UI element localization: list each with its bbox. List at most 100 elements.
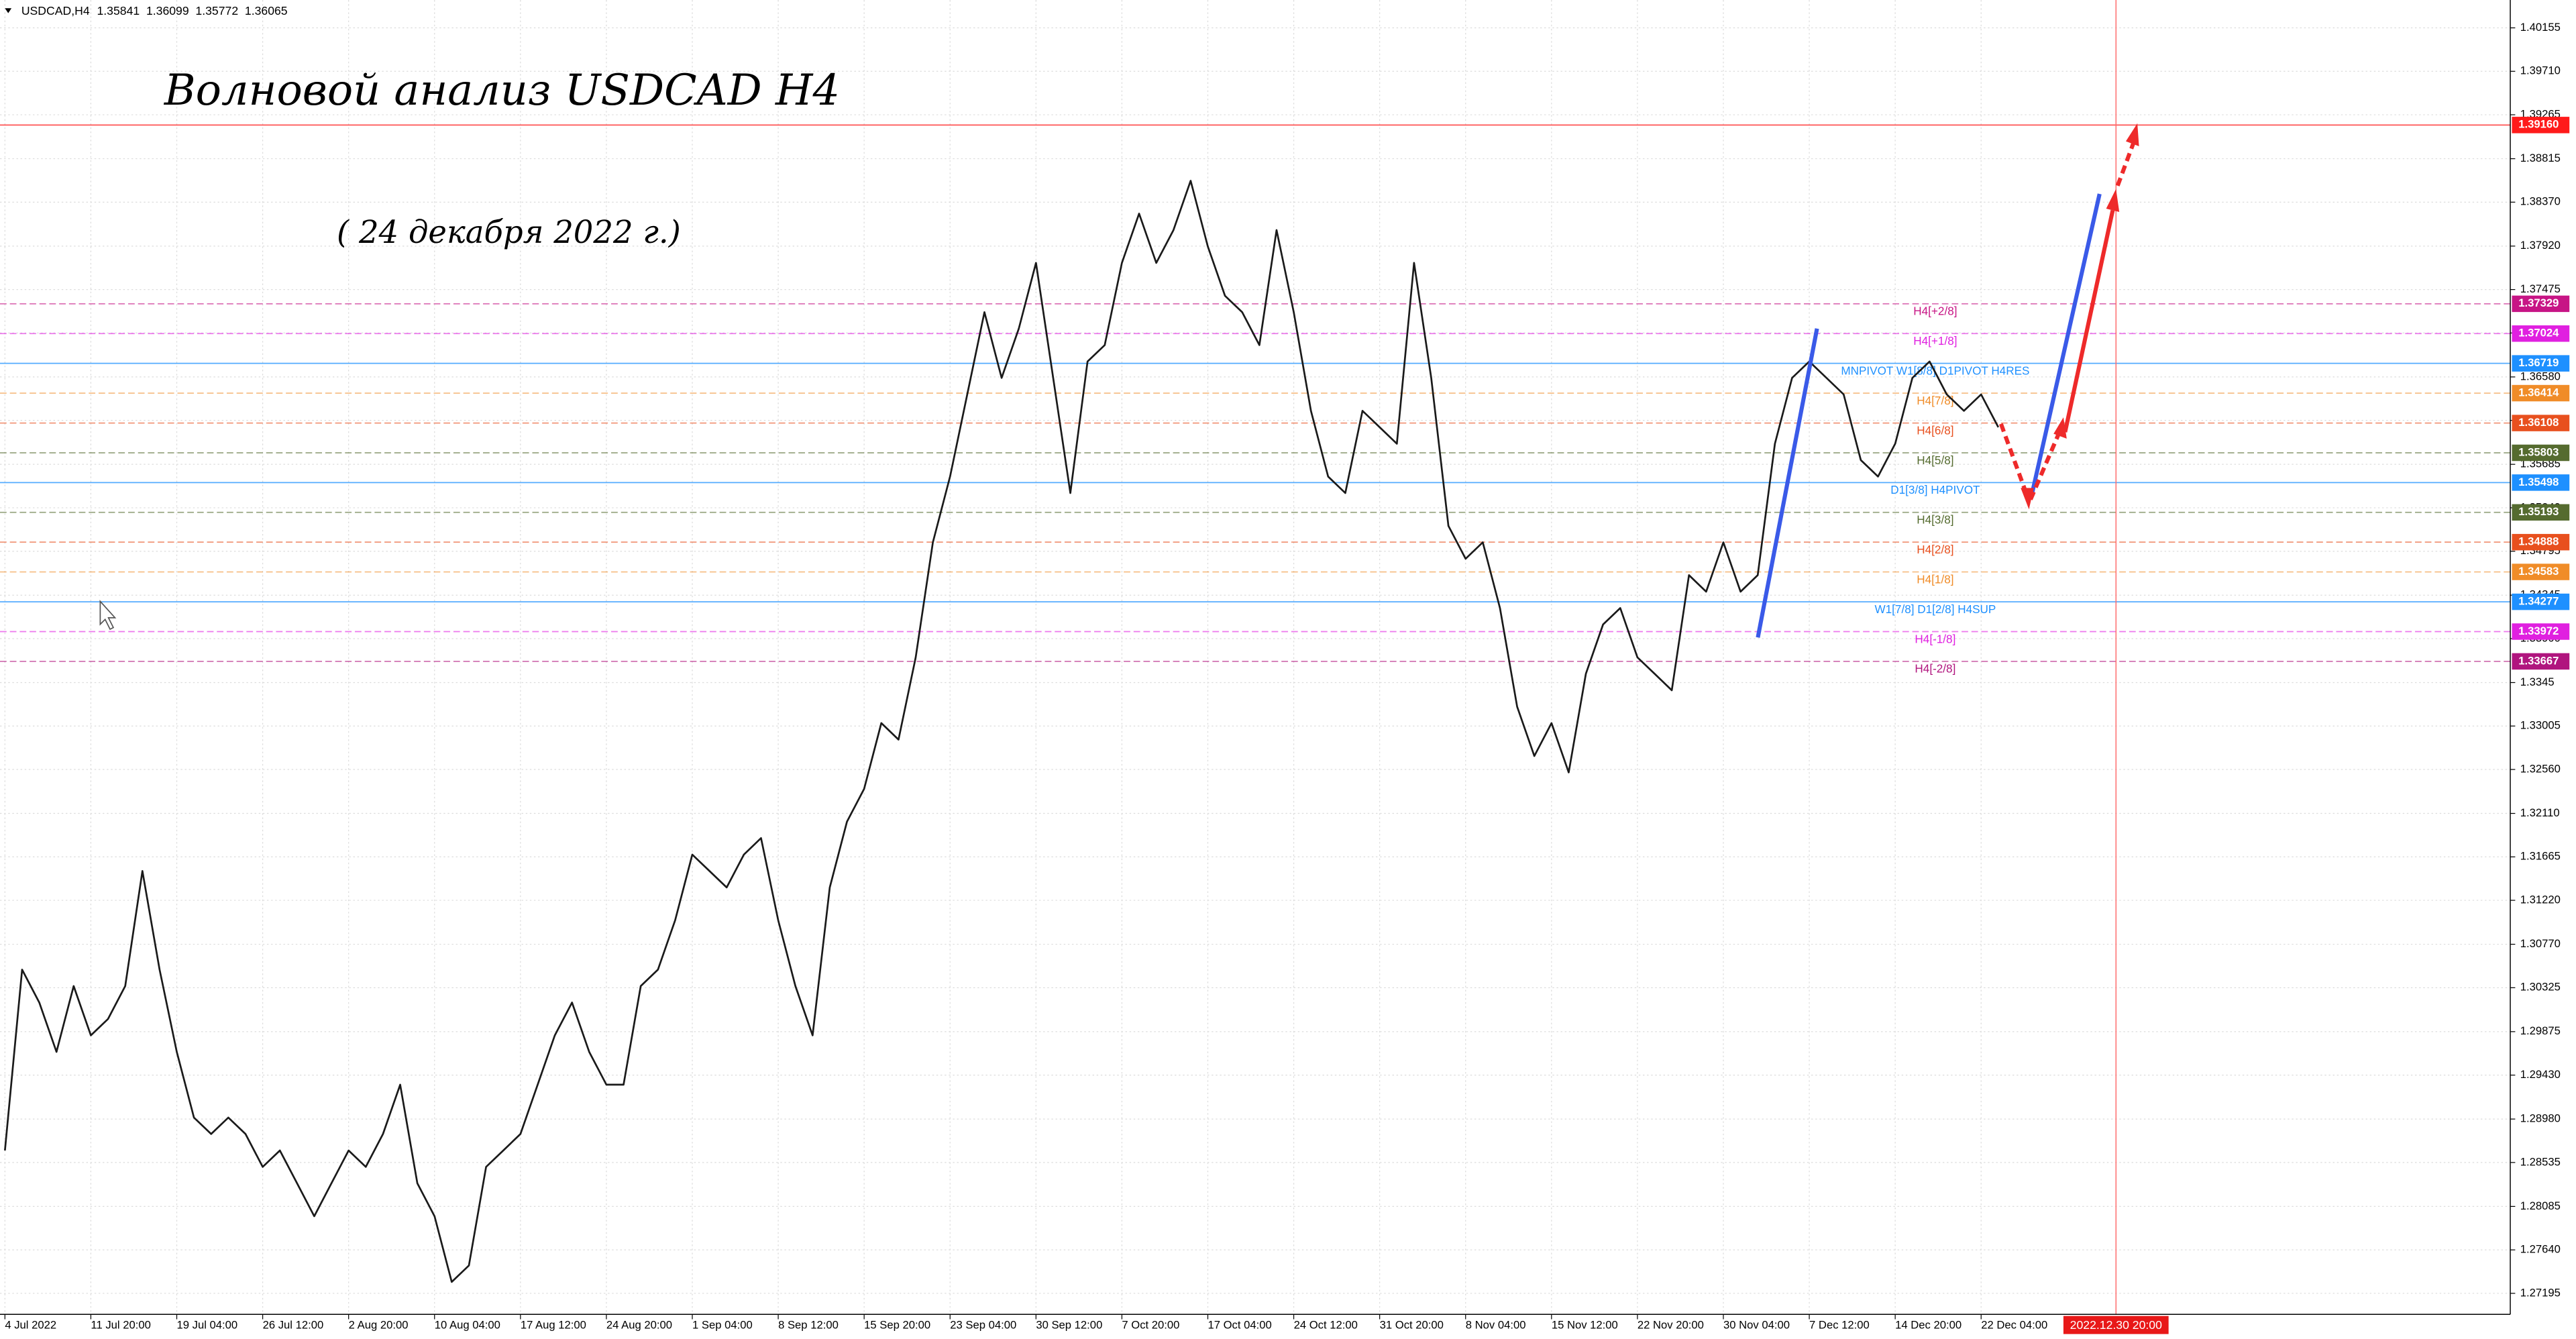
symbol: USDCAD,H4 <box>21 4 90 17</box>
forecast-dashed <box>2115 140 2137 186</box>
y-tick-label: 1.32560 <box>2520 762 2561 775</box>
price-box-label: 1.36108 <box>2518 416 2559 429</box>
y-tick-label: 1.38815 <box>2520 152 2561 164</box>
x-tick-label: 15 Sep 20:00 <box>864 1319 930 1332</box>
y-tick-label: 1.36580 <box>2520 370 2561 382</box>
x-tick-label: 8 Sep 12:00 <box>778 1319 839 1332</box>
price-box <box>2512 444 2570 462</box>
price-box <box>2512 504 2570 521</box>
arrow-head <box>2106 189 2120 212</box>
levels: H4[+2/8]H4[+1/8]MNPIVOT W1[8/8] D1PIVOT … <box>0 124 2511 676</box>
x-tick-label: 7 Dec 12:00 <box>1809 1319 1870 1332</box>
x-tick-label: 24 Oct 12:00 <box>1294 1319 1358 1332</box>
wave-drawings <box>1756 123 2139 638</box>
price-box-label: 1.33972 <box>2518 625 2559 637</box>
x-tick-label: 17 Oct 04:00 <box>1208 1319 1271 1332</box>
price-box <box>2512 355 2570 372</box>
price-line <box>4 180 2000 1283</box>
y-tick-label: 1.29875 <box>2520 1024 2561 1037</box>
x-tick-label: 2 Aug 20:00 <box>349 1319 409 1332</box>
y-tick-label: 1.38370 <box>2520 195 2561 208</box>
chart-title: Волновой анализ USDCAD H4 <box>164 66 840 115</box>
y-tick-label: 1.28535 <box>2520 1155 2561 1168</box>
cursor-time: 2022.12.30 20:00 <box>2070 1318 2162 1332</box>
price-box-label: 1.35498 <box>2518 476 2559 488</box>
price-box-label: 1.34583 <box>2518 565 2559 578</box>
y-tick-label: 1.30770 <box>2520 937 2561 950</box>
price-box-label: 1.36719 <box>2518 356 2559 369</box>
x-tick-label: 22 Dec 04:00 <box>1981 1319 2047 1332</box>
x-tick-label: 8 Nov 04:00 <box>1466 1319 1526 1332</box>
y-tick-label: 1.27640 <box>2520 1243 2561 1256</box>
ohlc-close: 1.36065 <box>245 4 288 17</box>
mouse-cursor <box>99 600 117 631</box>
level-label: H4[-1/8] <box>1915 632 1955 645</box>
price-box <box>2512 384 2570 402</box>
x-tick-label: 30 Sep 12:00 <box>1036 1319 1102 1332</box>
x-tick-label: 31 Oct 20:00 <box>1380 1319 1444 1332</box>
y-tick-label: 1.31220 <box>2520 893 2561 906</box>
price-box-label: 1.39160 <box>2518 118 2559 131</box>
price-box <box>2512 117 2570 133</box>
level-label: H4[-2/8] <box>1915 662 1955 676</box>
price-box-label: 1.37329 <box>2518 297 2559 309</box>
arrow-head <box>2053 417 2067 439</box>
x-tick-label: 7 Oct 20:00 <box>1122 1319 1179 1332</box>
ohlc-high: 1.36099 <box>146 4 189 17</box>
price-box-label: 1.35193 <box>2518 505 2559 518</box>
price-box-label: 1.34277 <box>2518 594 2559 607</box>
ohlc-low: 1.35772 <box>195 4 238 17</box>
x-tick-label: 10 Aug 04:00 <box>435 1319 500 1332</box>
y-tick-label: 1.30325 <box>2520 981 2561 994</box>
level-label: H4[6/8] <box>1917 423 1953 437</box>
grid <box>0 0 2511 1315</box>
y-tick-label: 1.27195 <box>2520 1286 2561 1299</box>
price-box <box>2512 623 2570 640</box>
ohlc-open: 1.35841 <box>97 4 140 17</box>
x-tick-label: 14 Dec 20:00 <box>1895 1319 1962 1332</box>
wave-line <box>1756 328 1819 638</box>
chart-subtitle: ( 24 декабря 2022 г.) <box>337 214 681 250</box>
level-label: H4[7/8] <box>1917 394 1953 407</box>
x-tick-label: 17 Aug 12:00 <box>521 1319 586 1332</box>
price-box <box>2512 325 2570 342</box>
y-tick-label: 1.3345 <box>2520 676 2555 688</box>
y-tick-label: 1.31665 <box>2520 850 2561 863</box>
cursor-time-box <box>2063 1316 2169 1334</box>
level-label: W1[7/8] D1[2/8] H4SUP <box>1874 602 1996 616</box>
x-tick-label: 30 Nov 04:00 <box>1723 1319 1790 1332</box>
y-tick-label: 1.39710 <box>2520 64 2561 77</box>
x-tick-label: 11 Jul 20:00 <box>91 1319 150 1332</box>
y-tick-label: 1.37475 <box>2520 282 2561 295</box>
symbol-menu-icon <box>5 8 12 13</box>
axis-labels: 1.401551.397101.392651.388151.383701.379… <box>4 21 2570 1332</box>
y-tick-label: 1.33005 <box>2520 719 2561 732</box>
level-label: H4[2/8] <box>1917 543 1953 556</box>
price-box <box>2512 533 2570 551</box>
y-tick-label: 1.40155 <box>2520 21 2561 34</box>
price-box <box>2512 653 2570 670</box>
price-box <box>2512 295 2570 313</box>
x-tick-label: 19 Jul 04:00 <box>177 1319 238 1332</box>
price-box-label: 1.35803 <box>2518 445 2559 458</box>
level-label: H4[5/8] <box>1917 453 1953 467</box>
x-tick-label: 4 Jul 2022 <box>5 1319 56 1332</box>
wave-line <box>2030 193 2102 494</box>
level-label: H4[3/8] <box>1917 513 1953 527</box>
x-tick-label: 1 Sep 04:00 <box>692 1319 753 1332</box>
y-tick-label: 1.32110 <box>2520 806 2560 819</box>
price-box-label: 1.36414 <box>2518 386 2559 398</box>
level-label: H4[1/8] <box>1917 572 1953 586</box>
price-box <box>2512 474 2570 491</box>
arrow-head <box>2021 488 2034 510</box>
level-label: D1[3/8] H4PIVOT <box>1890 483 1980 496</box>
x-tick-label: 15 Nov 12:00 <box>1552 1319 1618 1332</box>
level-label: H4[+1/8] <box>1913 334 1957 347</box>
y-tick-label: 1.37920 <box>2520 239 2561 252</box>
price-line <box>4 180 2000 1283</box>
x-tick-label: 24 Aug 20:00 <box>606 1319 672 1332</box>
x-tick-label: 26 Jul 12:00 <box>263 1319 324 1332</box>
y-tick-label: 1.28085 <box>2520 1199 2561 1212</box>
y-tick-label: 1.29430 <box>2520 1068 2561 1081</box>
